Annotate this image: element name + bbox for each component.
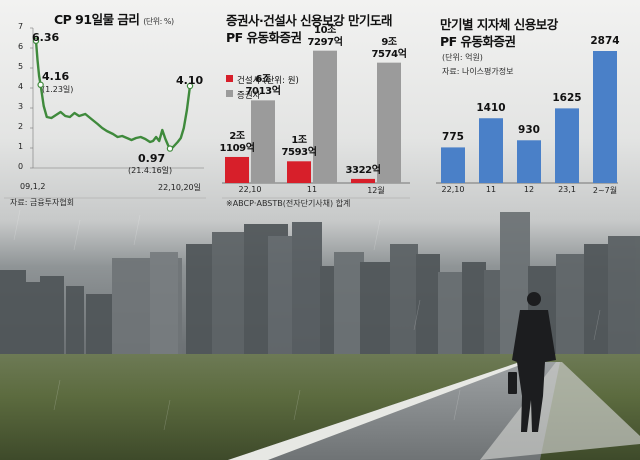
city-skyline <box>0 212 640 360</box>
chart2-legend-builder: 건설사 (단위: 원) <box>237 74 299 86</box>
chart1-axes <box>32 28 204 169</box>
chart2-legend-swatch-broker <box>226 90 233 97</box>
chart1-ytick-label: 2 <box>18 122 24 131</box>
chart1-xlabel-end: 22,10,20일 <box>158 183 201 192</box>
chart3-title-line2: PF 유동화증권 <box>440 34 516 49</box>
chart1-annot-end: 4.10 <box>176 74 204 87</box>
chart2-xtick-label: 12월 <box>367 186 385 195</box>
chart1-point-marker <box>32 37 40 45</box>
chart1-annot-low-date: (21.4.16일) <box>128 166 173 175</box>
chart1-point-marker <box>37 81 44 89</box>
businessman-figure <box>508 292 556 432</box>
chart1-xlabel-start: 09,1,2 <box>20 182 46 191</box>
chart3-xtick-label: 23,1 <box>558 185 576 194</box>
chart2-xtick-label: 11 <box>306 185 318 194</box>
chart2-legend-builder-label: 건설사 <box>237 76 261 86</box>
chart2-value-label: 6조 7013억 <box>245 74 281 98</box>
chart3-xtick-label: 11 <box>485 185 497 194</box>
chart1-annot-peak: 4.16 <box>42 70 70 83</box>
chart3-xtick-label: 22,10 <box>441 185 465 194</box>
chart1-ytick-label: 0 <box>18 162 24 171</box>
chart2-bar-broker <box>313 50 337 183</box>
chart1-annot-low: 0.97 <box>138 152 166 165</box>
rain <box>13 209 601 431</box>
chart3-value-label: 2874 <box>590 35 620 47</box>
chart2-bar-broker <box>377 62 401 183</box>
chart1-point-marker <box>166 145 174 152</box>
chart2-bars <box>225 50 401 183</box>
chart1-ytick-label: 3 <box>18 102 24 111</box>
chart2-note: ※ABCP·ABSTB(전자단기사채) 합계 <box>226 199 351 208</box>
chart3-bar <box>479 118 503 183</box>
chart1-unit: (단위: %) <box>143 17 174 26</box>
chart1-point-marker <box>186 82 194 90</box>
chart3-title-line1: 만기별 지자체 신용보강 <box>440 17 558 32</box>
chart3-bar <box>555 108 579 183</box>
chart1-ytick-marks <box>30 27 33 169</box>
chart3-value-label: 1410 <box>476 102 506 115</box>
chart3-bar <box>441 147 465 183</box>
chart2-legend-swatch-builder <box>226 75 233 82</box>
chart2-value-label: 9조 7574억 <box>371 36 407 60</box>
chart2-value-label: 2조 1109억 <box>219 130 255 154</box>
chart3-source: 자료: 나이스평가정보 <box>442 67 514 76</box>
chart1-ytick-label: 1 <box>18 142 24 151</box>
chart2-value-label: 10조 7297억 <box>307 24 343 48</box>
chart3-value-label: 930 <box>518 124 540 137</box>
chart3-xtick-label: 12 <box>523 185 535 194</box>
chart3-unit: (단위: 억원) <box>442 53 483 62</box>
chart1-ytick-label: 7 <box>18 22 24 31</box>
chart2-bar-builder <box>225 156 249 183</box>
chart2-value-label: 1조 7593억 <box>281 135 317 159</box>
chart1-ytick-label: 5 <box>18 62 24 71</box>
chart1-annot-start: 6.36 <box>32 31 60 44</box>
chart1-annot-peak-date: (1.23일) <box>42 85 74 94</box>
chart1-title: CP 91일물 금리 (단위: %) <box>54 12 174 27</box>
chart1-ytick-label: 6 <box>18 42 24 51</box>
chart2-xtick-label: 22,10 <box>238 185 262 194</box>
chart3-value-label: 1625 <box>552 92 582 105</box>
chart2-unit: (단위: 원) <box>263 76 299 86</box>
chart3-bar <box>517 140 541 183</box>
chart1-source: 자료: 금융투자협회 <box>10 198 75 207</box>
chart3-xtick-label: 2~7월 <box>592 186 618 195</box>
chart1-ytick-label: 4 <box>18 82 24 91</box>
chart2-bar-builder <box>351 178 375 183</box>
chart2-bar-broker <box>251 100 275 183</box>
chart3-bar <box>593 51 617 183</box>
chart2-title-line2: PF 유동화증권 <box>226 30 302 45</box>
chart3-value-label: 775 <box>442 131 464 144</box>
chart2-value-label: 3322억 <box>345 164 381 176</box>
chart2-legend-broker: 증권사 <box>237 91 261 101</box>
chart2-title-line1: 증권사·건설사 신용보강 만기도래 <box>226 13 392 28</box>
chart1-markers <box>32 37 194 152</box>
chart2-bar-builder <box>287 161 311 183</box>
chart3-bars <box>441 51 617 183</box>
